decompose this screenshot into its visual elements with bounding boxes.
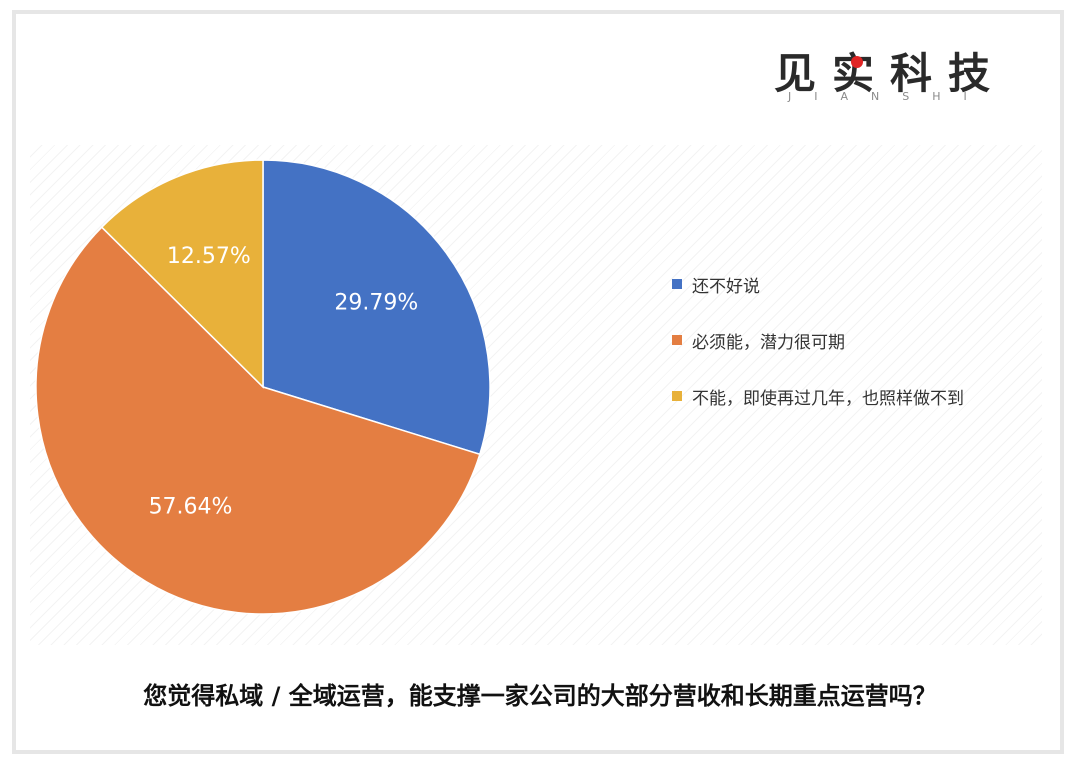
legend-item-1: 还不好说 xyxy=(672,270,964,298)
pie-chart: 29.79% 57.64% 12.57% xyxy=(35,159,491,615)
survey-question: 您觉得私域 / 全域运营，能支撑一家公司的大部分营收和长期重点运营吗？ xyxy=(143,682,937,710)
legend-item-3: 不能，即使再过几年，也照样做不到 xyxy=(672,382,964,410)
chart-legend: 还不好说必须能，潜力很可期不能，即使再过几年，也照样做不到 xyxy=(672,270,964,438)
pie-slice-3 xyxy=(100,159,264,389)
legend-item-2: 必须能，潜力很可期 xyxy=(672,326,964,354)
plot-area: 29.79% 57.64% 12.57% 还不好说必须能，潜力很可期不能，即使再过几… xyxy=(30,145,1042,645)
brand-subtitle: JIANSHI xyxy=(788,90,990,103)
legend-label: 必须能，潜力很可期 xyxy=(692,332,845,353)
legend-swatch-icon xyxy=(672,335,682,345)
pie-data-label-2: 57.64% xyxy=(149,495,233,520)
legend-swatch-icon xyxy=(672,279,682,289)
legend-label: 还不好说 xyxy=(692,276,760,297)
pie-slice-2 xyxy=(35,226,481,615)
pie-data-label-3: 12.57% xyxy=(167,244,251,269)
legend-label: 不能，即使再过几年，也照样做不到 xyxy=(692,388,964,409)
legend-swatch-icon xyxy=(672,391,682,401)
brand-logo: 见实科技 JIANSHI xyxy=(774,40,1024,110)
brand-name: 见实科技 xyxy=(774,49,1007,98)
brand-dot-icon xyxy=(851,56,863,68)
pie-data-label-1: 29.79% xyxy=(334,291,418,316)
pie-slice-1 xyxy=(262,159,491,456)
